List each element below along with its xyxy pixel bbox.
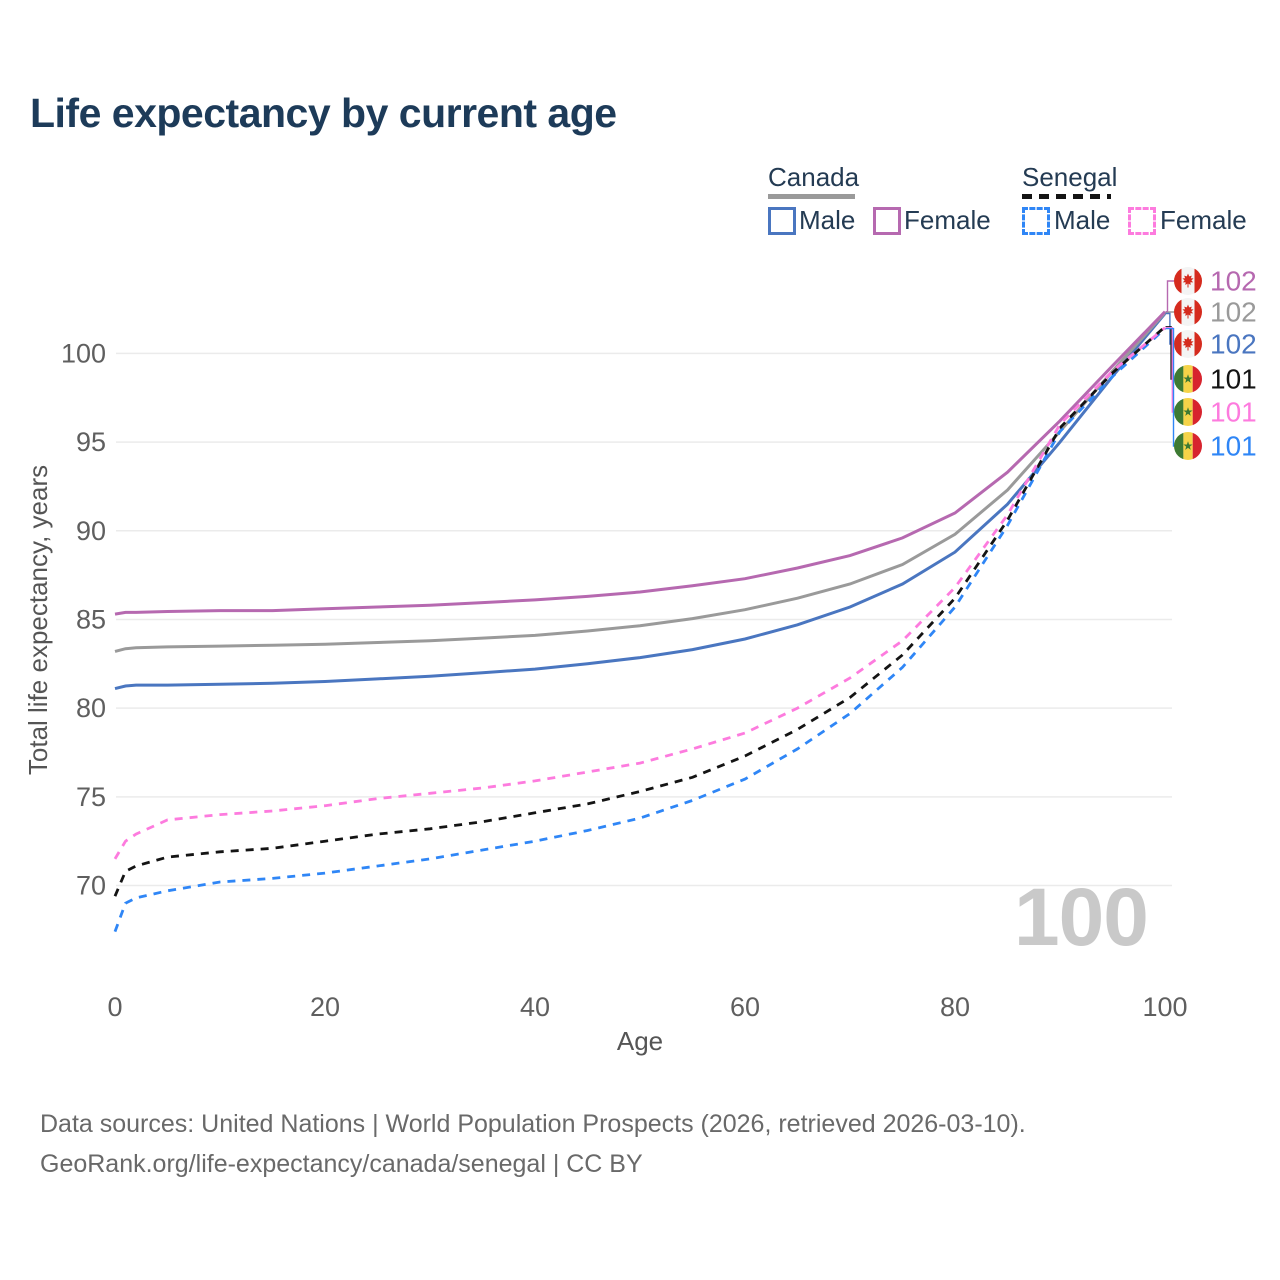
x-tick-label: 60 xyxy=(730,992,760,1022)
series-line-senegal-male[interactable] xyxy=(113,327,1166,933)
senegal-female-swatch-icon xyxy=(1128,207,1156,235)
end-value-label: 101 xyxy=(1210,397,1257,428)
y-tick-label: 75 xyxy=(76,782,106,812)
footer-line-1: Data sources: United Nations | World Pop… xyxy=(40,1110,1026,1138)
y-tick-label: 80 xyxy=(76,693,106,723)
legend-group-canada[interactable]: Canada xyxy=(768,162,860,192)
y-axis-title: Total life expectancy, years xyxy=(23,465,53,775)
x-tick-label: 0 xyxy=(107,992,122,1022)
page-title: Life expectancy by current age xyxy=(30,90,617,136)
x-tick-label: 20 xyxy=(310,992,340,1022)
age-watermark: 100 xyxy=(1014,872,1149,963)
x-tick-label: 80 xyxy=(940,992,970,1022)
series-line-canada-both-sexes[interactable] xyxy=(114,311,1167,653)
end-value-label: 102 xyxy=(1210,297,1257,328)
canada-flag-icon xyxy=(1174,330,1202,358)
series-line-canada-male[interactable] xyxy=(114,312,1167,691)
legend-item-senegal-male[interactable]: Male xyxy=(1054,205,1111,235)
leader-line xyxy=(1165,280,1174,313)
legend-item-canada-male[interactable]: Male xyxy=(799,205,856,235)
end-value-label: 102 xyxy=(1210,266,1257,297)
leader-line xyxy=(1165,311,1174,314)
x-tick-label: 40 xyxy=(520,992,550,1022)
x-tick-label: 100 xyxy=(1142,992,1187,1022)
legend-item-canada-female[interactable]: Female xyxy=(904,205,991,235)
end-value-label: 101 xyxy=(1210,431,1257,462)
series-line-canada-female[interactable] xyxy=(114,310,1167,616)
senegal-flag-icon xyxy=(1174,432,1202,460)
legend-group-senegal[interactable]: Senegal xyxy=(1022,162,1118,192)
senegal-flag-icon xyxy=(1174,365,1202,393)
senegal-flag-icon xyxy=(1174,398,1202,426)
canada-male-swatch-icon xyxy=(768,207,796,235)
y-tick-label: 100 xyxy=(61,338,106,368)
chart-legend: Canada Male Female Senegal Male Female xyxy=(768,162,1268,242)
y-tick-label: 85 xyxy=(76,604,106,634)
canada-line-style-swatch xyxy=(768,194,855,199)
canada-female-swatch-icon xyxy=(873,207,901,235)
x-axis-title: Age xyxy=(617,1026,663,1056)
data-source-footer: Data sources: United Nations | World Pop… xyxy=(40,1104,1026,1184)
leader-line xyxy=(1165,327,1175,447)
canada-flag-icon xyxy=(1174,267,1202,295)
legend-item-senegal-female[interactable]: Female xyxy=(1160,205,1247,235)
canada-flag-icon xyxy=(1174,298,1202,326)
y-tick-label: 70 xyxy=(76,871,106,901)
senegal-line-style-swatch xyxy=(1022,194,1111,199)
series-line-senegal-both-sexes[interactable] xyxy=(113,325,1166,897)
y-tick-label: 95 xyxy=(76,427,106,457)
footer-line-2: GeoRank.org/life-expectancy/canada/seneg… xyxy=(40,1150,643,1178)
end-value-label: 101 xyxy=(1210,364,1257,395)
senegal-male-swatch-icon xyxy=(1022,207,1050,235)
y-tick-label: 90 xyxy=(76,516,106,546)
end-value-label: 102 xyxy=(1210,329,1257,360)
